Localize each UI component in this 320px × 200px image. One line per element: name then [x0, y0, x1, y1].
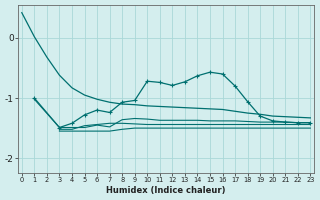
X-axis label: Humidex (Indice chaleur): Humidex (Indice chaleur): [106, 186, 226, 195]
